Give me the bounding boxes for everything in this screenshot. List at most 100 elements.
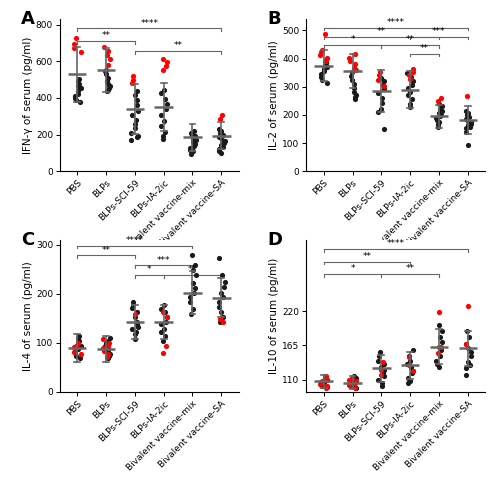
Point [462,111,470,119]
Point [134,323,142,330]
Point [380,125,388,133]
Point [190,142,198,150]
Point [321,30,329,38]
Point [186,144,194,152]
Point [74,334,82,342]
Point [162,342,170,349]
Point [318,380,326,388]
Point [128,111,136,119]
Point [378,99,386,107]
Point [159,65,167,73]
Point [404,374,411,381]
Point [352,384,360,391]
Point [104,86,112,94]
Point [321,57,329,65]
Point [404,91,411,99]
Point [134,96,141,104]
Point [74,82,82,90]
Point [410,77,418,85]
Point [407,363,415,371]
Point [216,133,224,141]
Point [129,72,137,80]
Point [192,272,200,279]
Point [220,283,228,291]
Point [134,318,141,326]
Point [72,96,80,104]
Point [462,327,470,335]
Point [129,301,137,308]
Point [130,311,138,318]
Point [374,376,382,383]
Point [190,141,198,148]
Point [380,366,388,373]
Point [104,337,112,345]
Point [345,380,353,388]
Point [72,352,80,359]
Point [220,138,228,145]
Point [462,371,469,379]
Point [436,118,444,126]
Text: A: A [20,10,34,28]
Point [76,48,84,56]
Point [432,116,440,123]
Point [321,61,329,69]
Point [404,380,411,387]
Point [70,344,78,351]
Point [71,349,79,357]
Point [75,75,83,83]
Point [220,140,228,147]
Point [159,55,167,63]
Point [163,313,171,321]
Point [131,313,139,321]
Point [321,372,329,380]
Point [348,76,356,84]
Point [378,74,386,82]
Point [464,117,472,124]
Point [160,135,168,143]
Point [187,311,195,318]
Point [350,64,358,71]
Text: ***: *** [432,27,446,36]
Point [188,251,196,259]
Point [157,320,165,328]
Point [462,340,469,348]
Point [70,348,78,356]
Point [346,382,354,390]
Point [105,84,113,92]
Point [466,123,474,130]
Text: ****: **** [140,19,158,28]
Point [351,51,359,58]
Point [375,352,383,360]
Point [132,328,140,336]
Point [404,360,411,368]
Point [76,350,84,358]
Text: **: ** [174,42,182,51]
Point [380,77,388,85]
Point [160,309,168,316]
Point [380,360,388,368]
Point [70,40,78,48]
Point [434,349,442,357]
Text: C: C [20,231,34,249]
Point [374,89,382,97]
Point [218,289,226,297]
Point [133,309,141,316]
Point [408,346,416,354]
Point [102,339,110,347]
Point [71,347,79,355]
Point [409,368,417,375]
Point [105,352,113,359]
Point [348,376,356,384]
Point [406,103,414,111]
Point [218,150,226,157]
Point [350,88,358,96]
Point [350,372,358,380]
Point [322,373,330,381]
Point [162,318,170,326]
Point [104,80,112,88]
Point [218,308,226,316]
Point [323,63,331,71]
Point [157,305,165,313]
Point [131,330,139,338]
Point [101,67,109,75]
